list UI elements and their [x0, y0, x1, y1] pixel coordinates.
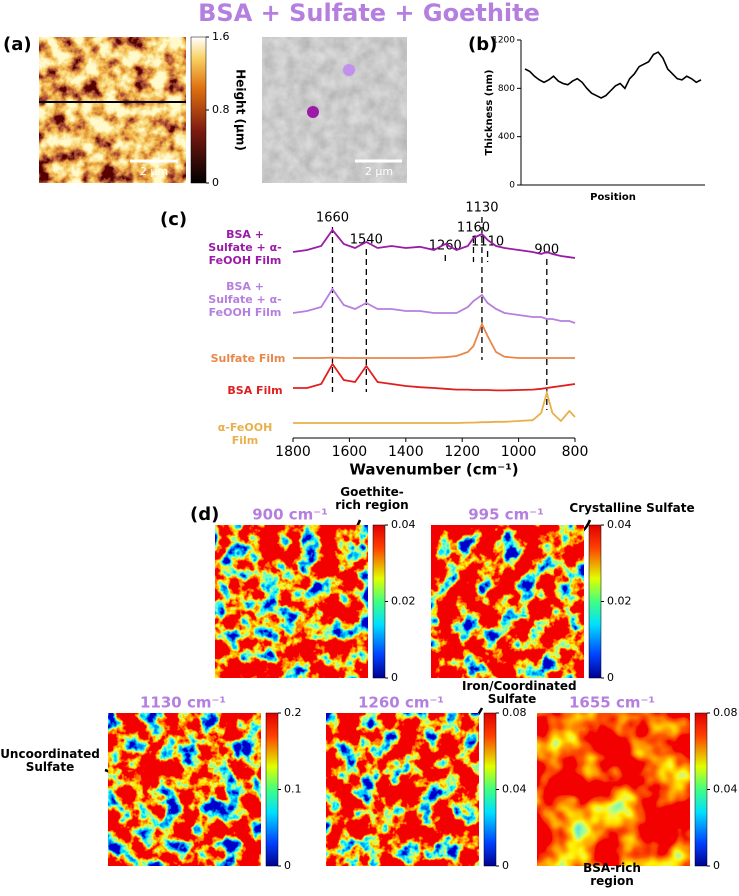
series-label: α-FeOOH Film	[217, 421, 273, 447]
colorbar-tick-label: 0	[713, 859, 720, 872]
colorbar-tick-label: 0	[391, 671, 398, 684]
scale-bar-label: 2 µm	[140, 165, 168, 178]
y-tick-label: 800	[498, 84, 515, 94]
spectral-map	[537, 713, 690, 866]
colorbar-label: Height (µm)	[234, 69, 248, 151]
peak-label: 1260	[429, 239, 462, 254]
scale-bar-label: 2 µm	[365, 165, 393, 178]
spectrum	[293, 362, 576, 392]
colorbar-tick-label: 0.02	[391, 595, 416, 608]
annotation: Goethite-rich region	[335, 485, 409, 512]
spectral-map	[215, 525, 368, 678]
peak-label: 1660	[316, 211, 349, 226]
annotation: Crystalline Sulfate	[569, 501, 695, 515]
x-tick-label: 1200	[444, 444, 480, 460]
map-title: 900 cm⁻¹	[252, 506, 328, 524]
colorbar-tick-label: 0.04	[607, 518, 632, 531]
thickness-line	[524, 51, 702, 99]
colorbar-tick-label: 0.08	[713, 706, 738, 719]
map-colorbar	[265, 712, 279, 867]
map-colorbar	[588, 524, 602, 679]
height-colorbar	[190, 36, 207, 184]
colorbar-tick-label: 0.02	[607, 595, 632, 608]
map-title: 995 cm⁻¹	[468, 506, 544, 524]
panel-label: (a)	[3, 34, 32, 55]
series-label: BSA + Sulfate + α-FeOOH Film	[208, 228, 282, 267]
colorbar-tick-label: 0	[502, 859, 509, 872]
map-title: 1260 cm⁻¹	[358, 694, 444, 712]
panel-label: (d)	[190, 504, 219, 525]
x-axis-label: Wavenumber (cm⁻¹)	[349, 461, 518, 479]
figure-title: BSA + Sulfate + Goethite	[198, 0, 540, 27]
series-label: BSA + Sulfate + α-FeOOH Film	[208, 280, 282, 319]
x-tick-label: 1800	[275, 444, 311, 460]
panel-label: (b)	[468, 34, 497, 55]
peak-label: 1160	[457, 221, 490, 236]
spot-marker	[343, 64, 355, 76]
peak-label: 1540	[350, 233, 383, 248]
spectrum	[292, 228, 576, 259]
colorbar-tick-label: 0	[607, 671, 614, 684]
colorbar-tick-label: 0	[284, 859, 291, 872]
map-colorbar	[372, 524, 386, 679]
y-tick-label: 0	[509, 181, 515, 191]
spectral-map	[431, 525, 584, 678]
annotation: Iron/Coordinated Sulfate	[462, 679, 577, 706]
spectral-map	[108, 713, 261, 866]
spectrum	[293, 321, 575, 359]
spectral-map	[326, 713, 479, 866]
y-axis-label: Thickness (nm)	[484, 70, 495, 156]
colorbar-tick-label: 0.04	[502, 783, 527, 796]
panel-label: (c)	[160, 209, 187, 230]
afm-height-image	[39, 37, 186, 183]
y-tick-label: 1200	[492, 36, 515, 46]
map-colorbar	[694, 712, 708, 867]
spectrum	[292, 287, 576, 324]
peak-label: 1130	[465, 201, 498, 216]
colorbar-tick-label: 0.04	[713, 783, 738, 796]
colorbar-tick-label: 0.8	[212, 103, 230, 116]
colorbar-tick-label: 0	[212, 176, 219, 189]
map-title: 1130 cm⁻¹	[140, 694, 226, 712]
colorbar-tick-label: 1.6	[212, 30, 230, 43]
y-tick-label: 400	[498, 132, 515, 142]
annotation: BSA-rich region	[583, 861, 641, 888]
colorbar-tick-label: 0.04	[391, 518, 416, 531]
spectrum	[293, 389, 576, 424]
annotation: Uncoordinated Sulfate	[0, 747, 100, 774]
x-tick-label: 1400	[388, 444, 424, 460]
map-colorbar	[483, 712, 497, 867]
x-tick-label: 800	[562, 444, 589, 460]
afm-deflection-image	[262, 37, 407, 183]
spot-marker	[307, 106, 319, 118]
x-axis-label: Position	[590, 192, 636, 203]
series-label: Sulfate Film	[210, 352, 286, 365]
x-tick-label: 1600	[332, 444, 368, 460]
colorbar-tick-label: 0.08	[502, 706, 527, 719]
series-label: BSA Film	[227, 384, 283, 397]
map-title: 1655 cm⁻¹	[569, 694, 655, 712]
colorbar-tick-label: 0.1	[284, 783, 302, 796]
colorbar-tick-label: 0.2	[284, 706, 302, 719]
x-tick-label: 1000	[501, 444, 537, 460]
